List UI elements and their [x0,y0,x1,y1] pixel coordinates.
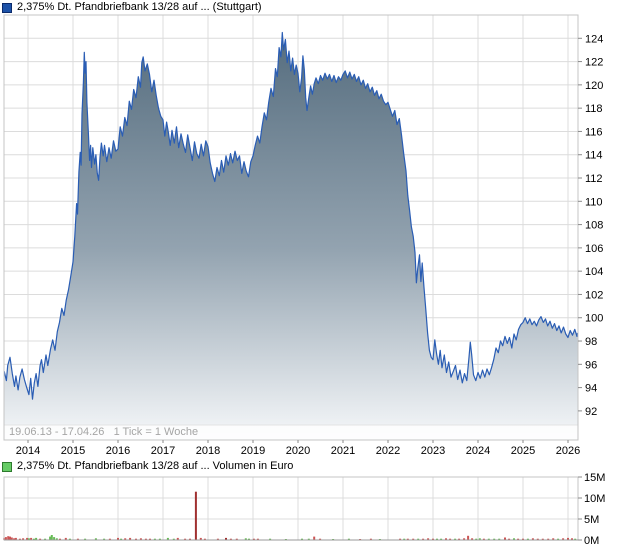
svg-text:102: 102 [585,289,603,301]
volume-chart-legend: 2,375% Dt. Pfandbriefbank 13/28 auf ... … [2,460,293,473]
svg-text:2023: 2023 [421,445,445,457]
svg-text:120: 120 [585,80,603,92]
svg-text:96: 96 [585,359,597,371]
svg-text:2017: 2017 [151,445,175,457]
svg-text:100: 100 [585,313,603,325]
price-chart-title: 2,375% Dt. Pfandbriefbank 13/28 auf ... … [17,1,262,13]
svg-text:104: 104 [585,266,603,278]
svg-text:2021: 2021 [331,445,355,457]
svg-text:94: 94 [585,383,597,395]
svg-text:116: 116 [585,126,603,138]
svg-text:2016: 2016 [106,445,130,457]
svg-text:15M: 15M [584,472,605,484]
price-chart-legend: 2,375% Dt. Pfandbriefbank 13/28 auf ... … [2,1,262,14]
svg-text:5M: 5M [584,514,599,526]
svg-text:108: 108 [585,220,603,232]
svg-text:2024: 2024 [466,445,490,457]
svg-text:2020: 2020 [286,445,310,457]
svg-text:114: 114 [585,150,603,162]
svg-text:98: 98 [585,336,597,348]
svg-text:106: 106 [585,243,603,255]
date-range-footnote: 19.06.13 - 17.04.26 1 Tick = 1 Woche [9,426,199,438]
svg-text:2022: 2022 [376,445,400,457]
svg-text:2025: 2025 [511,445,535,457]
volume-series-swatch-icon [2,461,12,472]
svg-text:112: 112 [585,173,603,185]
svg-text:2014: 2014 [16,445,40,457]
svg-text:118: 118 [585,103,603,115]
svg-text:110: 110 [585,196,603,208]
svg-text:2015: 2015 [61,445,85,457]
volume-chart-title: 2,375% Dt. Pfandbriefbank 13/28 auf ... … [17,460,294,472]
svg-text:122: 122 [585,57,603,69]
svg-text:0M: 0M [584,535,599,546]
svg-text:92: 92 [585,406,597,418]
svg-text:2018: 2018 [196,445,220,457]
svg-text:124: 124 [585,33,603,45]
svg-text:2019: 2019 [241,445,265,457]
price-series-swatch-icon [2,2,12,13]
svg-text:10M: 10M [584,493,605,505]
svg-text:2026: 2026 [556,445,580,457]
